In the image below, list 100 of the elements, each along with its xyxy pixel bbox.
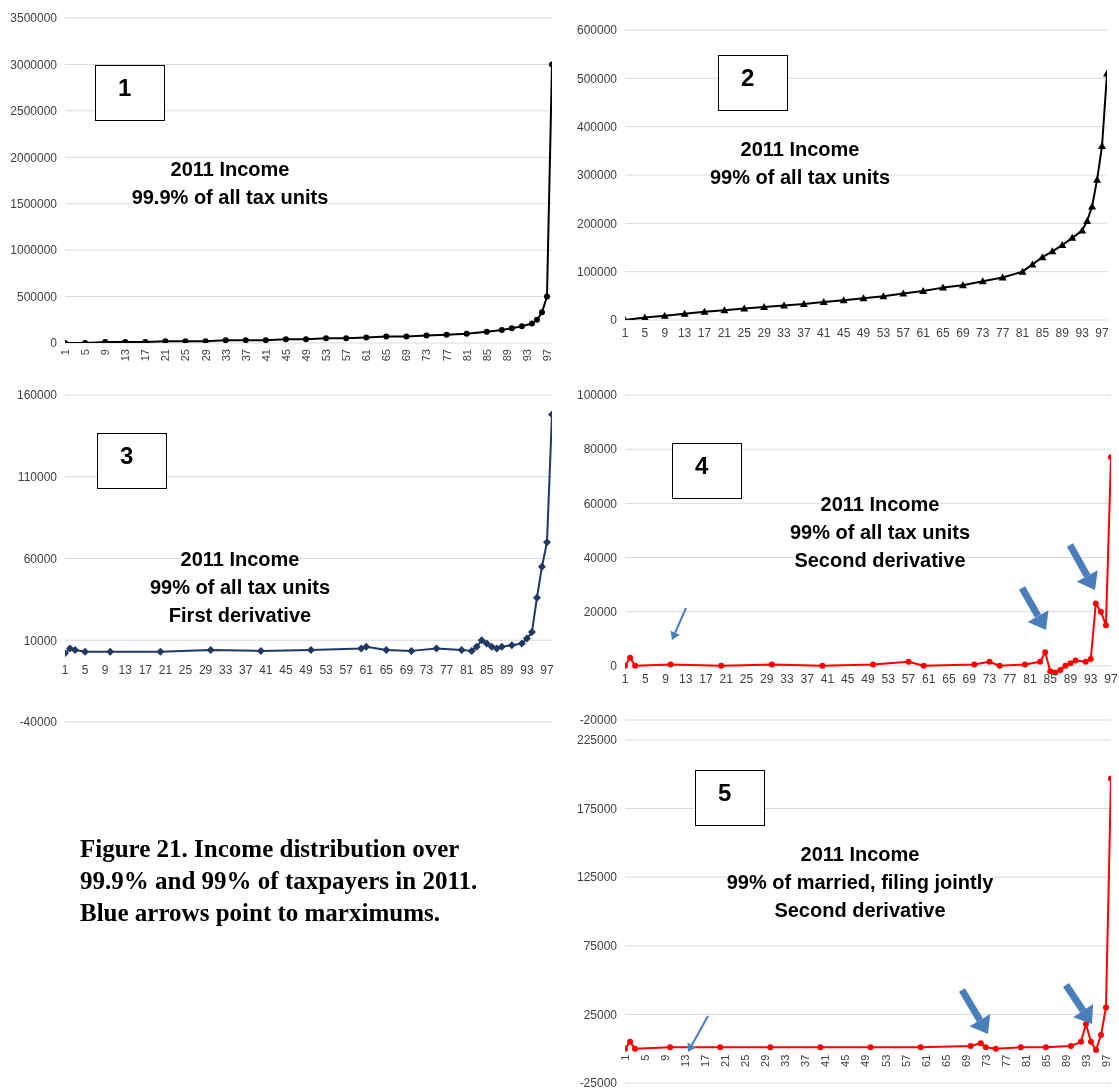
x-tick-label: 77	[440, 349, 453, 362]
x-tick-label: 93	[1084, 671, 1098, 686]
x-tick-label: 53	[319, 662, 334, 677]
x-tick-label: 57	[901, 671, 916, 686]
point	[1042, 1044, 1049, 1051]
point	[357, 644, 366, 653]
point	[1057, 666, 1064, 673]
point	[517, 639, 526, 648]
point	[660, 311, 669, 319]
x-tick-label: 93	[1075, 326, 1090, 340]
point	[282, 336, 289, 343]
x-tick-label: 93	[1079, 1054, 1092, 1067]
point	[1082, 1021, 1089, 1027]
x-tick-label: 17	[138, 662, 153, 677]
x-tick-label: 13	[118, 662, 133, 677]
point	[1092, 600, 1099, 607]
x-tick-label: 29	[759, 1054, 772, 1067]
x-tick-label: 41	[259, 662, 273, 677]
point	[1067, 660, 1074, 667]
x-tick-label: 89	[500, 349, 513, 362]
point	[1082, 658, 1089, 665]
x-tick-label: 85	[1039, 1054, 1052, 1067]
x-tick-label: 53	[320, 349, 333, 362]
point	[971, 661, 978, 668]
x-tick-label: 45	[839, 1054, 852, 1067]
point	[986, 658, 993, 665]
x-tick-label: 49	[859, 1054, 872, 1067]
x-tick-label: 9	[661, 326, 669, 340]
x-tick-label: 49	[299, 662, 313, 677]
text: 2011 Income	[180, 548, 300, 570]
point	[362, 642, 371, 651]
text: 2011 Income	[170, 158, 290, 180]
x-tick-label: 73	[976, 326, 990, 340]
point	[767, 1044, 774, 1051]
point	[162, 338, 169, 343]
point	[528, 320, 535, 327]
y-tick-label: 500000	[576, 71, 618, 86]
point	[917, 1044, 924, 1051]
point	[443, 331, 450, 338]
x-tick-label: 21	[717, 326, 732, 340]
x-tick-label: 97	[540, 662, 554, 677]
point	[817, 1044, 824, 1051]
x-tick-label: 13	[679, 1054, 692, 1067]
text: 99% of all tax units	[709, 166, 891, 188]
annotation: 2	[741, 64, 755, 91]
point	[262, 337, 269, 343]
point	[407, 646, 416, 655]
x-tick-label: 41	[817, 326, 831, 340]
x-tick-label: 57	[896, 326, 911, 340]
x-tick-label: 33	[219, 349, 232, 362]
point	[919, 287, 928, 294]
x-tick-label: 85	[480, 662, 494, 677]
point	[497, 642, 506, 651]
y-tick-label: -20000	[579, 713, 618, 728]
x-tick-label: 13	[679, 671, 693, 686]
point	[1077, 1038, 1084, 1045]
x-tick-label: 1	[59, 349, 71, 356]
y-tick-label: 125000	[576, 870, 618, 885]
x-tick-label: 61	[919, 1054, 932, 1067]
point	[457, 646, 466, 655]
x-tick-label: 81	[1019, 1054, 1032, 1067]
point	[492, 644, 501, 653]
point	[1087, 656, 1094, 663]
y-tick-label: 25000	[583, 1007, 618, 1022]
x-tick-label: 21	[719, 671, 734, 686]
x-tick-label: 25	[178, 662, 193, 677]
point	[1083, 216, 1092, 224]
point	[799, 300, 808, 308]
x-tick-label: 37	[239, 662, 253, 677]
x-tick-label: 9	[662, 671, 670, 686]
point	[206, 646, 215, 655]
point	[483, 328, 490, 335]
point	[768, 661, 775, 668]
point	[867, 1044, 874, 1051]
x-tick-label: 73	[982, 671, 997, 686]
x-tick-label: 73	[979, 1054, 992, 1067]
point	[819, 662, 826, 669]
point	[256, 646, 265, 655]
annotation: Second derivative	[794, 549, 966, 571]
x-tick-label: 33	[779, 1054, 792, 1067]
x-tick-label: 53	[879, 1054, 892, 1067]
x-tick-label: 69	[959, 1054, 972, 1067]
point	[182, 338, 189, 343]
x-tick-label: 81	[1015, 326, 1030, 340]
y-tick-label: 60000	[583, 496, 618, 511]
text: 2011 Income	[740, 138, 860, 160]
point	[538, 309, 545, 316]
point	[1038, 253, 1047, 261]
point	[905, 658, 912, 665]
x-tick-label: 69	[399, 662, 414, 677]
y-tick-label: -25000	[579, 1076, 618, 1090]
y-tick-label: 100000	[576, 388, 618, 403]
annotation: Second derivative	[774, 899, 946, 921]
y-tick-label: 225000	[576, 733, 618, 748]
point	[718, 662, 725, 669]
x-tick-label: 25	[739, 1054, 752, 1067]
x-tick-label: 73	[420, 349, 433, 362]
x-tick-label: 93	[520, 662, 534, 677]
point	[463, 330, 470, 337]
point	[532, 593, 541, 602]
